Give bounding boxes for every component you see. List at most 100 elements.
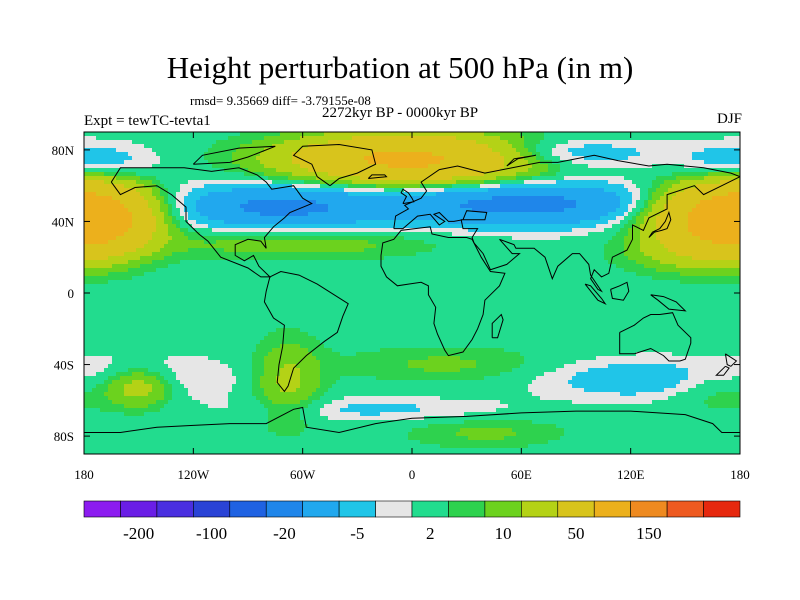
- field-cell: [316, 184, 320, 188]
- field-cell: [288, 436, 292, 440]
- field-cell: [176, 264, 180, 268]
- field-cell: [184, 236, 188, 240]
- field-cell: [168, 132, 172, 136]
- field-cell: [108, 436, 112, 440]
- field-cell: [120, 416, 124, 420]
- field-cell: [188, 220, 192, 224]
- field-cell: [288, 408, 292, 412]
- field-cell: [220, 316, 224, 320]
- field-cell: [284, 228, 288, 232]
- field-cell: [200, 196, 204, 200]
- field-cell: [120, 196, 124, 200]
- field-cell: [116, 424, 120, 428]
- field-cell: [316, 232, 320, 236]
- field-cell: [156, 388, 160, 392]
- field-cell: [324, 432, 328, 436]
- field-cell: [296, 172, 300, 176]
- field-cell: [316, 212, 320, 216]
- field-cell: [108, 168, 112, 172]
- field-cell: [100, 440, 104, 444]
- field-cell: [116, 168, 120, 172]
- field-cell: [84, 396, 88, 400]
- field-cell: [232, 280, 236, 284]
- field-cell: [276, 336, 280, 340]
- field-cell: [232, 404, 236, 408]
- field-cell: [240, 244, 244, 248]
- field-cell: [204, 236, 208, 240]
- field-cell: [100, 280, 104, 284]
- field-cell: [88, 284, 92, 288]
- field-cell: [132, 452, 136, 454]
- field-cell: [264, 340, 268, 344]
- field-cell: [324, 424, 328, 428]
- field-cell: [104, 392, 108, 396]
- field-cell: [92, 144, 96, 148]
- field-cell: [160, 412, 164, 416]
- field-cell: [300, 284, 304, 288]
- field-cell: [208, 140, 212, 144]
- field-cell: [240, 184, 244, 188]
- field-cell: [236, 424, 240, 428]
- field-cell: [288, 340, 292, 344]
- field-cell: [312, 180, 316, 184]
- field-cell: [312, 344, 316, 348]
- field-cell: [92, 216, 96, 220]
- field-cell: [284, 292, 288, 296]
- field-cell: [208, 208, 212, 212]
- field-cell: [132, 176, 136, 180]
- field-cell: [112, 156, 116, 160]
- field-cell: [92, 184, 96, 188]
- field-cell: [320, 308, 324, 312]
- field-cell: [236, 420, 240, 424]
- field-cell: [192, 432, 196, 436]
- field-cell: [156, 304, 160, 308]
- field-cell: [120, 344, 124, 348]
- field-cell: [312, 452, 316, 454]
- field-cell: [96, 280, 100, 284]
- field-cell: [96, 176, 100, 180]
- field-cell: [124, 332, 128, 336]
- field-cell: [324, 360, 328, 364]
- field-cell: [328, 328, 332, 332]
- field-cell: [308, 352, 312, 356]
- field-cell: [120, 164, 124, 168]
- field-cell: [108, 348, 112, 352]
- field-cell: [116, 180, 120, 184]
- field-cell: [248, 428, 252, 432]
- field-cell: [96, 392, 100, 396]
- field-cell: [264, 356, 268, 360]
- field-cell: [96, 284, 100, 288]
- field-cell: [104, 240, 108, 244]
- field-cell: [324, 168, 328, 172]
- field-cell: [188, 148, 192, 152]
- field-cell: [296, 272, 300, 276]
- field-cell: [216, 188, 220, 192]
- field-cell: [188, 228, 192, 232]
- field-cell: [252, 440, 256, 444]
- field-cell: [324, 132, 328, 136]
- field-cell: [100, 220, 104, 224]
- field-cell: [176, 156, 180, 160]
- field-cell: [248, 296, 252, 300]
- field-cell: [204, 288, 208, 292]
- field-cell: [192, 324, 196, 328]
- field-cell: [268, 292, 272, 296]
- field-cell: [292, 288, 296, 292]
- field-cell: [212, 312, 216, 316]
- field-cell: [248, 332, 252, 336]
- field-cell: [272, 252, 276, 256]
- field-cell: [152, 256, 156, 260]
- field-cell: [316, 404, 320, 408]
- field-cell: [220, 336, 224, 340]
- field-cell: [252, 348, 256, 352]
- field-cell: [112, 352, 116, 356]
- field-cell: [328, 208, 332, 212]
- field-cell: [244, 420, 248, 424]
- field-cell: [284, 180, 288, 184]
- field-cell: [192, 384, 196, 388]
- field-cell: [224, 324, 228, 328]
- field-cell: [292, 192, 296, 196]
- field-cell: [148, 332, 152, 336]
- field-cell: [284, 216, 288, 220]
- field-cell: [220, 380, 224, 384]
